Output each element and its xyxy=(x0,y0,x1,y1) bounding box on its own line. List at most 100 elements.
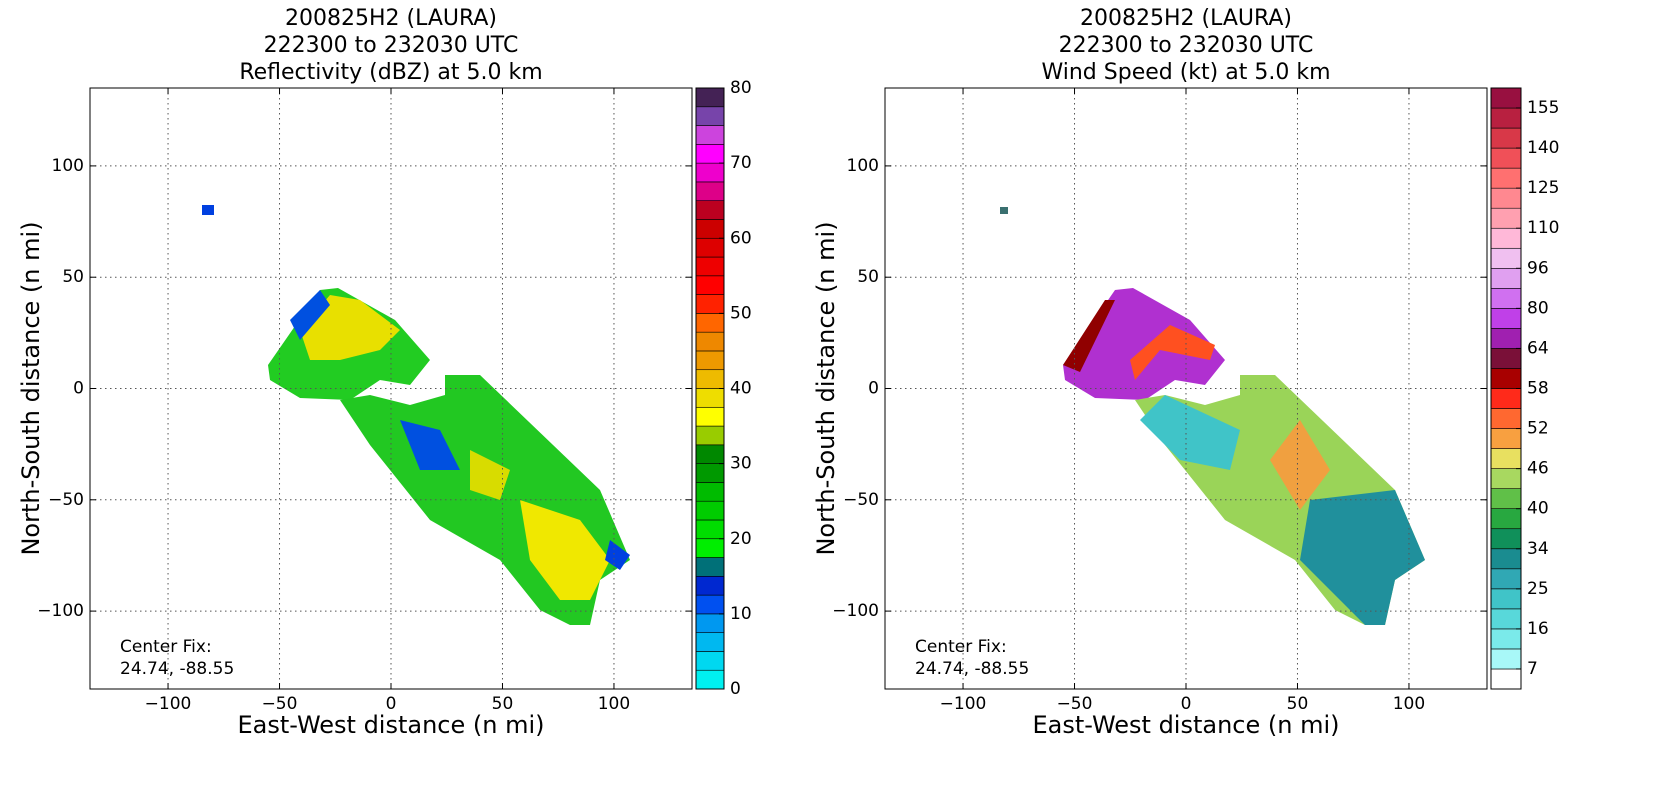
colorbar-segment xyxy=(1490,147,1522,169)
colorbar-tick-label: 20 xyxy=(730,529,752,549)
colorbar-segment xyxy=(1490,288,1522,309)
y-axis-label: North-South distance (n mi) xyxy=(812,221,840,555)
chart-title: 200825H2 (LAURA) xyxy=(285,6,497,31)
colorbar-tick-label: 0 xyxy=(730,679,741,699)
colorbar-segment xyxy=(695,369,725,389)
colorbar-segment xyxy=(695,594,725,615)
colorbar-segment xyxy=(1490,328,1522,349)
x-tick-label: 100 xyxy=(1393,694,1425,714)
colorbar-segment xyxy=(1490,428,1522,449)
x-tick-label: 0 xyxy=(1181,694,1192,714)
colorbar-tick-label: 96 xyxy=(1527,258,1549,278)
colorbar-tick-label: 16 xyxy=(1527,619,1549,639)
y-tick-label: −100 xyxy=(832,601,879,621)
x-axis-label: East-West distance (n mi) xyxy=(1032,711,1339,739)
colorbar-segment xyxy=(695,669,725,690)
colorbar-segment xyxy=(1490,388,1522,409)
colorbar-segment xyxy=(695,613,725,633)
colorbar-segment xyxy=(695,651,725,671)
chart-title: 222300 to 232030 UTC xyxy=(264,33,519,58)
x-tick-label: −100 xyxy=(145,694,192,714)
colorbar-segment xyxy=(695,463,725,483)
y-tick-label: −50 xyxy=(48,490,84,510)
x-tick-label: −50 xyxy=(262,694,298,714)
colorbar-tick-label: 40 xyxy=(730,379,752,399)
colorbar-segment xyxy=(1490,348,1522,369)
colorbar-segment xyxy=(1490,548,1522,570)
colorbar-segment xyxy=(1490,247,1522,269)
colorbar-tick-label: 10 xyxy=(730,604,752,624)
colorbar-segment xyxy=(695,125,725,145)
colorbar-segment xyxy=(1490,508,1522,530)
colorbar-segment xyxy=(1490,608,1522,630)
colorbar-segment xyxy=(695,237,725,258)
colorbar-segment xyxy=(1490,568,1522,590)
chart-title: Wind Speed (kt) at 5.0 km xyxy=(1041,60,1330,85)
colorbar-segment xyxy=(1490,107,1522,129)
colorbar-segment xyxy=(695,87,725,108)
colorbar-segment xyxy=(1490,488,1522,509)
colorbar-segment xyxy=(1490,668,1522,690)
colorbar-segment xyxy=(695,576,725,596)
annotation: Center Fix: xyxy=(915,637,1007,657)
colorbar-segment xyxy=(695,275,725,295)
y-tick-label: 0 xyxy=(868,379,879,399)
colorbar-tick-label: 80 xyxy=(1527,298,1549,318)
colorbar-segment xyxy=(695,313,725,333)
x-tick-label: 100 xyxy=(598,694,630,714)
colorbar-segment xyxy=(1490,628,1522,650)
colorbar-segment xyxy=(695,106,725,126)
colorbar-segment xyxy=(1490,87,1522,109)
colorbar-segment xyxy=(1490,408,1522,429)
y-tick-label: 100 xyxy=(847,156,879,176)
colorbar-segment xyxy=(695,519,725,540)
x-tick-label: −100 xyxy=(940,694,987,714)
colorbar-segment xyxy=(695,350,725,371)
x-tick-label: 50 xyxy=(492,694,514,714)
x-tick-label: 50 xyxy=(1287,694,1309,714)
colorbar-segment xyxy=(1490,227,1522,249)
colorbar-segment xyxy=(695,538,725,558)
plot-frame xyxy=(89,87,693,690)
colorbar-segment xyxy=(1490,588,1522,610)
y-tick-label: −100 xyxy=(37,601,84,621)
colorbar-segment xyxy=(695,331,725,352)
colorbar-segment xyxy=(1490,267,1522,289)
annotation: 24.74, -88.55 xyxy=(120,659,234,679)
colorbar-tick-label: 58 xyxy=(1527,379,1549,399)
colorbar-segment xyxy=(695,557,725,577)
colorbar-segment xyxy=(695,294,725,314)
y-tick-label: 100 xyxy=(52,156,84,176)
colorbar-segment xyxy=(1490,468,1522,489)
chart-title: 222300 to 232030 UTC xyxy=(1059,33,1314,58)
colorbar-segment xyxy=(695,632,725,652)
colorbar-segment xyxy=(1490,167,1522,189)
reflectivity-field xyxy=(202,205,630,625)
chart-title: Reflectivity (dBZ) at 5.0 km xyxy=(239,60,542,85)
colorbar-tick-label: 7 xyxy=(1527,659,1538,679)
y-tick-label: 50 xyxy=(62,267,84,287)
colorbar-tick-label: 30 xyxy=(730,454,752,474)
colorbar-tick-label: 40 xyxy=(1527,499,1549,519)
colorbar-segment xyxy=(1490,368,1522,389)
colorbar-tick-label: 125 xyxy=(1527,178,1559,198)
colorbar-tick-label: 140 xyxy=(1527,138,1559,158)
chart-title: 200825H2 (LAURA) xyxy=(1080,6,1292,31)
y-axis-label: North-South distance (n mi) xyxy=(17,221,45,555)
x-tick-label: −50 xyxy=(1057,694,1093,714)
colorbar-segment xyxy=(1490,308,1522,329)
colorbar-segment xyxy=(695,162,725,183)
colorbar-tick-label: 64 xyxy=(1527,338,1549,358)
colorbar-tick-label: 46 xyxy=(1527,459,1549,479)
colorbar-segment xyxy=(695,500,725,521)
annotation: Center Fix: xyxy=(120,637,212,657)
colorbar-tick-label: 110 xyxy=(1527,218,1559,238)
colorbar-segment xyxy=(695,144,725,164)
colorbar-segment xyxy=(695,444,725,464)
colorbar-segment xyxy=(695,425,725,446)
y-tick-label: −50 xyxy=(843,490,879,510)
colorbar-tick-label: 34 xyxy=(1527,539,1549,559)
colorbar-tick-label: 50 xyxy=(730,303,752,323)
colorbar-tick-label: 60 xyxy=(730,228,752,248)
